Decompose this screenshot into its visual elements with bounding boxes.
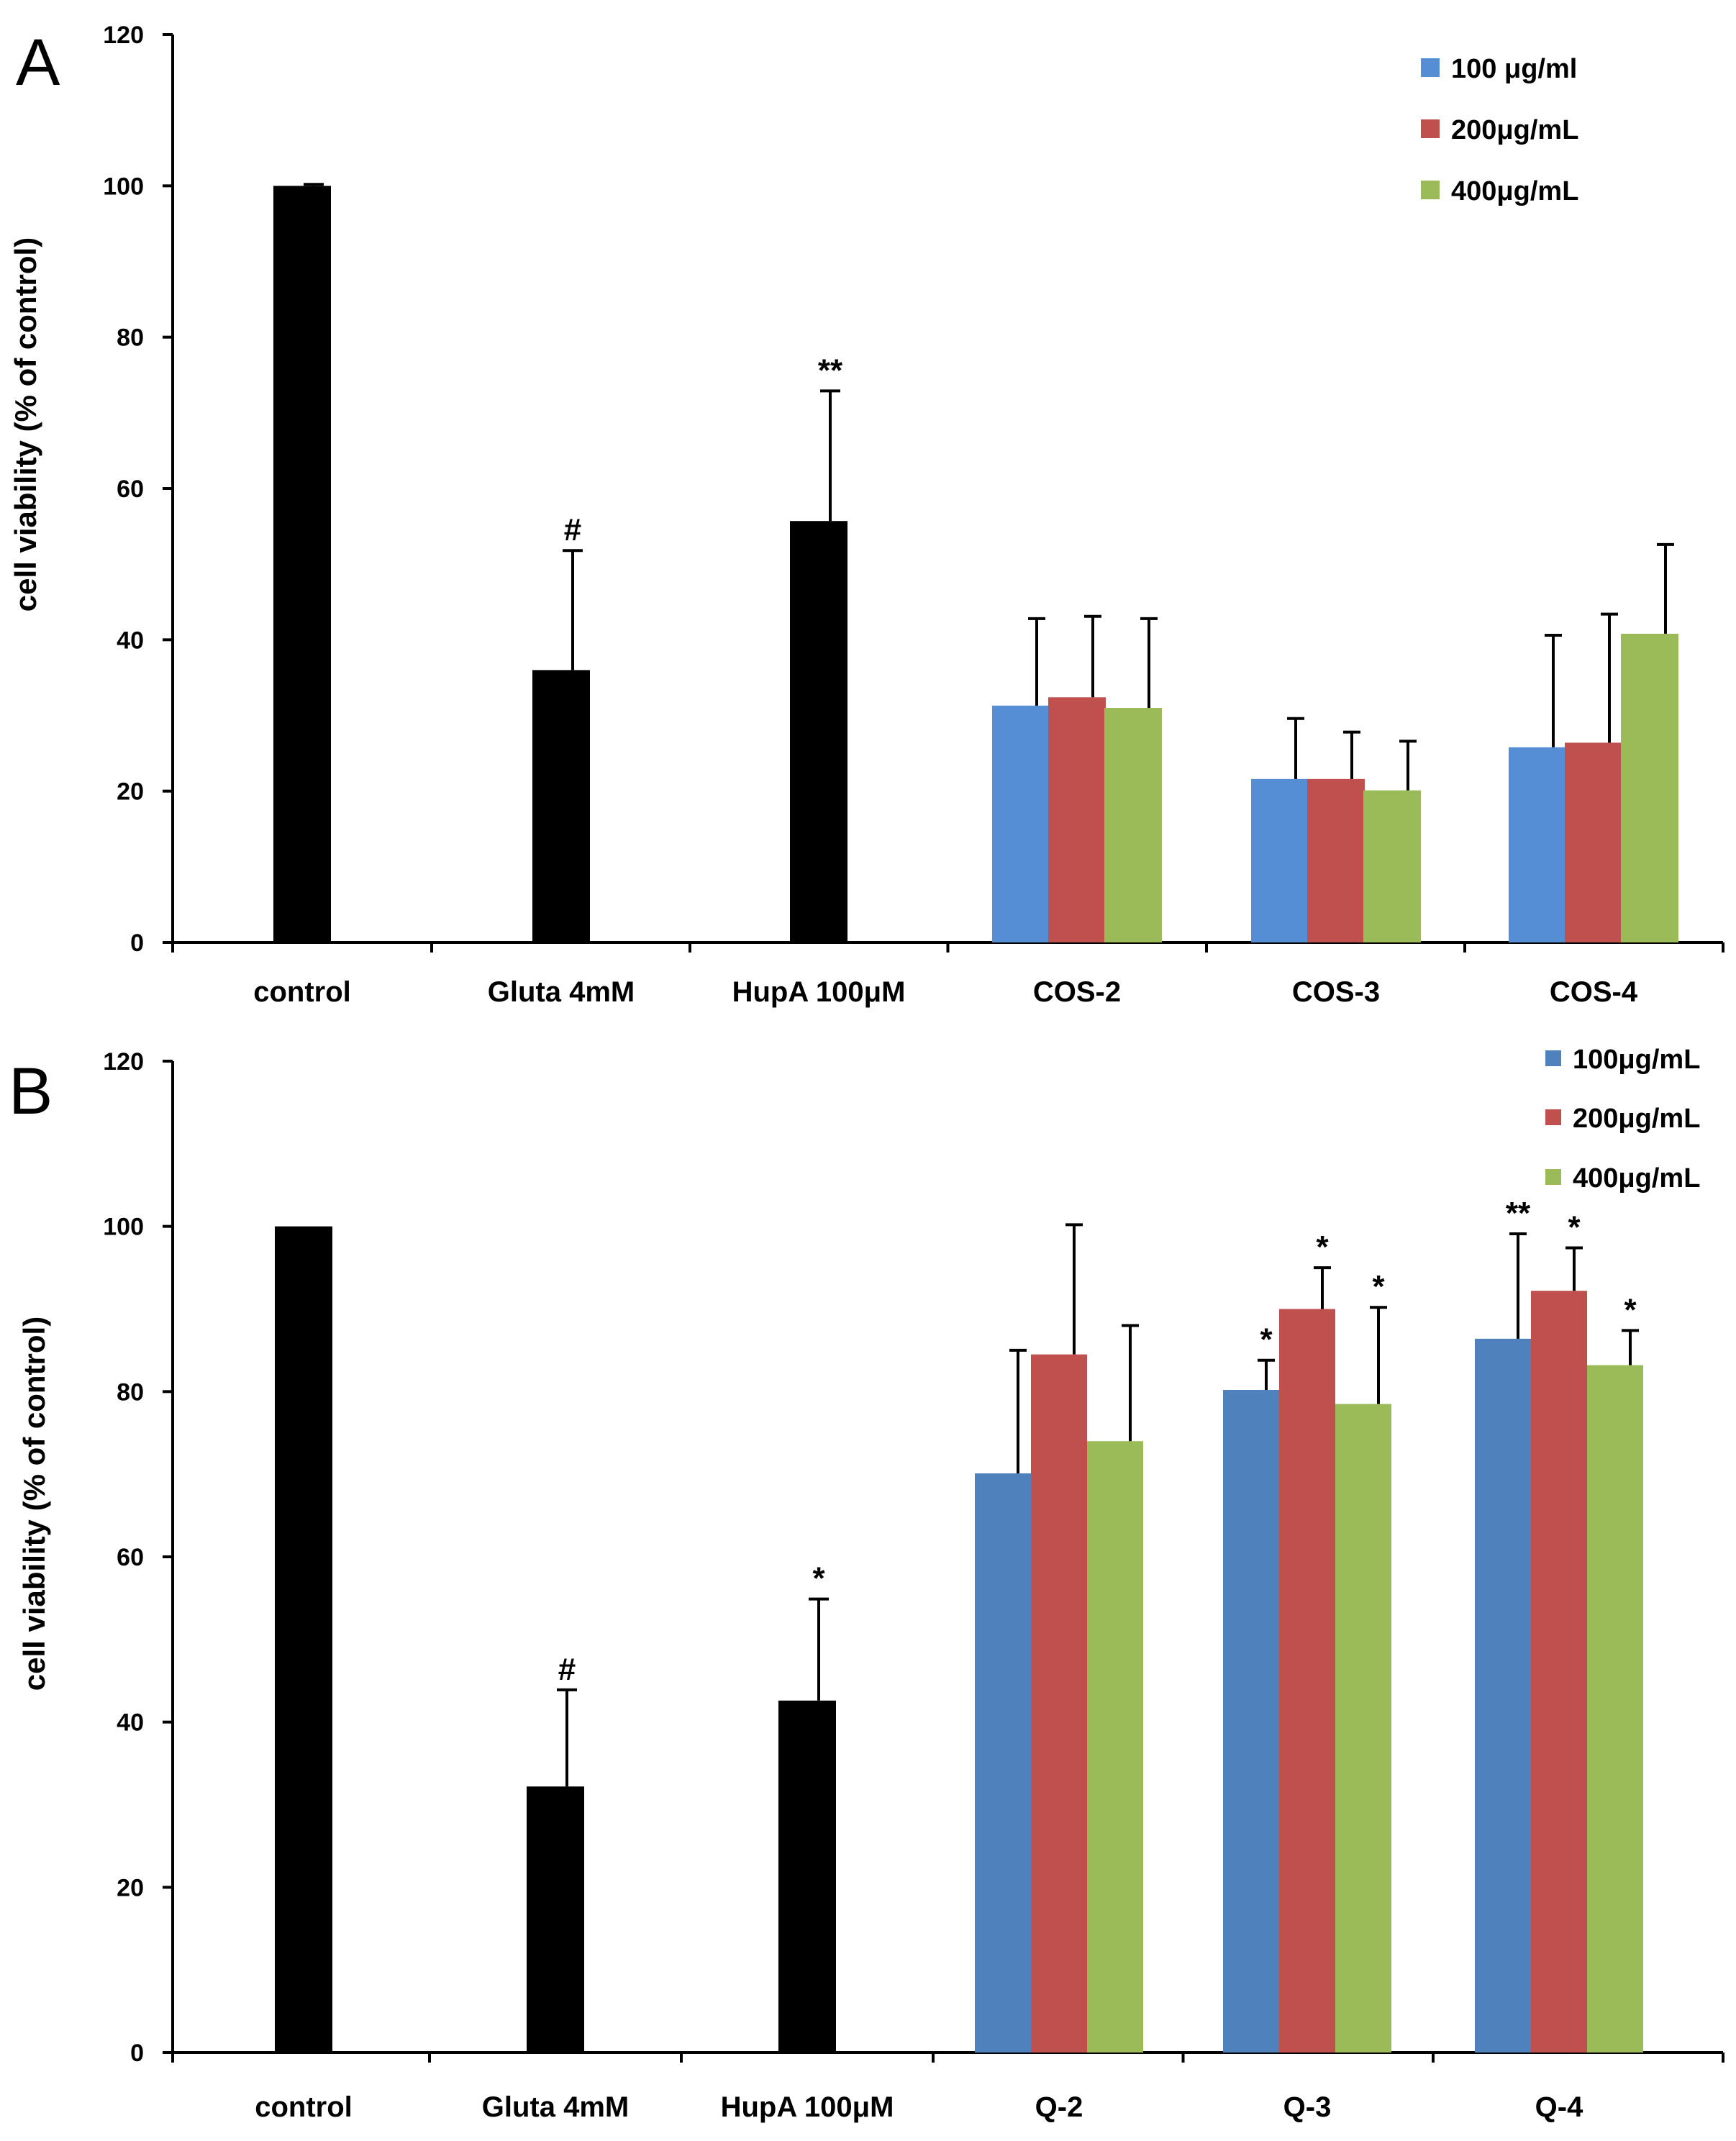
panel-b-bar-q-2-s1	[975, 1473, 1031, 2053]
panel-b-legend-label: 400μg/mL	[1573, 1163, 1700, 1194]
panel-b-bar-1	[275, 1226, 332, 2053]
panel-a-category-label: HupA 100μM	[732, 976, 906, 1008]
panel-a-bar-cos-2-s3	[1104, 707, 1162, 942]
panel-b-bar-q-4-s3	[1587, 1365, 1643, 2053]
panel-b-y-tick-label: 0	[130, 2040, 144, 2067]
panel-a-legend-swatch	[1421, 58, 1440, 77]
panel-a-significance-label: #	[564, 512, 581, 547]
panel-b-y-tick-label: 40	[117, 1709, 144, 1737]
panel-b-bar-q-2-s2	[1031, 1354, 1087, 2053]
panel-b-significance-label: *	[1624, 1292, 1637, 1327]
panel-a-legend-label: 100 μg/ml	[1451, 54, 1577, 84]
panel-b-significance-label: **	[1506, 1196, 1531, 1231]
panel-b-legend-swatch	[1545, 1109, 1561, 1125]
panel-a-y-axis-label: cell viability (% of control)	[9, 237, 42, 612]
panel-a-letter: A	[16, 26, 60, 99]
panel-a-y-tick-label: 60	[117, 476, 144, 503]
panel-a-bar-cos-4-s3	[1621, 633, 1678, 942]
panel-a-bar-cos-4-s2	[1565, 742, 1622, 942]
panel-a-bar-cos-3-s3	[1363, 790, 1421, 942]
panel-a-category-label: COS-3	[1292, 976, 1380, 1008]
panel-a-category-label: control	[253, 976, 351, 1008]
panel-a-y-tick-label: 40	[117, 627, 144, 654]
panel-a-bar-2	[532, 670, 590, 942]
panel-a-bar-cos-2-s2	[1048, 697, 1106, 942]
panel-b-legend-label: 200μg/mL	[1573, 1104, 1700, 1134]
panel-b-y-tick-label: 60	[117, 1544, 144, 1571]
panel-b-significance-label: *	[1316, 1229, 1329, 1265]
panel-a-legend-swatch	[1421, 181, 1440, 199]
panel-b-bar-q-3-s3	[1335, 1404, 1391, 2053]
panel-b-category-label: Q-2	[1035, 2091, 1083, 2123]
panel-b-letter: B	[9, 1055, 53, 1128]
panel-b-bar-q-3-s2	[1279, 1309, 1335, 2053]
panel-b-category-label: HupA 100μM	[721, 2091, 894, 2123]
panel-b-y-axis-label: cell viability (% of control)	[17, 1317, 51, 1691]
panel-a-y-tick-label: 120	[103, 22, 144, 49]
panel-b-bar-q-4-s1	[1475, 1338, 1531, 2053]
panel-a-bar-1	[273, 186, 331, 942]
panel-b-significance-label: #	[558, 1652, 576, 1687]
panel-a-y-tick-label: 20	[117, 778, 144, 806]
panel-b-legend-swatch	[1545, 1050, 1561, 1066]
panel-b-significance-label: *	[1260, 1322, 1273, 1358]
panel-b-y-tick-label: 120	[103, 1048, 144, 1076]
panel-a-category-label: COS-4	[1550, 976, 1638, 1008]
panel-b-category-label: Q-3	[1283, 2091, 1332, 2123]
panel-b-y-tick-label: 80	[117, 1378, 144, 1406]
panel-b-legend-label: 100μg/mL	[1573, 1045, 1700, 1075]
panel-b-bar-q-2-s3	[1087, 1441, 1143, 2053]
panel-a-significance-label: **	[818, 353, 843, 388]
panel-a-legend-label: 400μg/mL	[1451, 176, 1578, 206]
panel-b-y-tick-label: 20	[117, 1874, 144, 1901]
panel-b-significance-label: *	[1568, 1210, 1581, 1245]
panel-a-bar-cos-2-s1	[992, 705, 1050, 942]
panel-a-legend-label: 200μg/mL	[1451, 115, 1578, 145]
panel-b-y-tick-label: 100	[103, 1214, 144, 1241]
panel-a-bar-cos-3-s1	[1251, 778, 1309, 942]
panel-b-category-label: Gluta 4mM	[482, 2091, 629, 2123]
panel-a-category-label: Gluta 4mM	[488, 976, 635, 1008]
panel-b-legend-swatch	[1545, 1169, 1561, 1185]
panel-b-category-label: control	[255, 2091, 353, 2123]
panel-a-y-tick-label: 100	[103, 173, 144, 200]
panel-a-y-tick-label: 0	[130, 929, 144, 957]
panel-b-bar-q-3-s1	[1223, 1390, 1279, 2053]
panel-b-bar-3	[778, 1700, 836, 2053]
panel-a-legend-swatch	[1421, 119, 1440, 138]
panel-b-bar-q-4-s2	[1531, 1291, 1587, 2053]
panel-b-category-label: Q-4	[1535, 2091, 1583, 2123]
panel-a-bar-3	[790, 521, 847, 942]
panel-a-y-tick-label: 80	[117, 324, 144, 352]
panel-a-category-label: COS-2	[1033, 976, 1121, 1008]
panel-a-bar-cos-3-s2	[1307, 778, 1365, 942]
panel-a-bar-cos-4-s1	[1509, 747, 1566, 942]
panel-b-significance-label: *	[812, 1561, 825, 1596]
panel-b-bar-2	[527, 1786, 584, 2053]
panel-b-significance-label: *	[1372, 1269, 1385, 1304]
